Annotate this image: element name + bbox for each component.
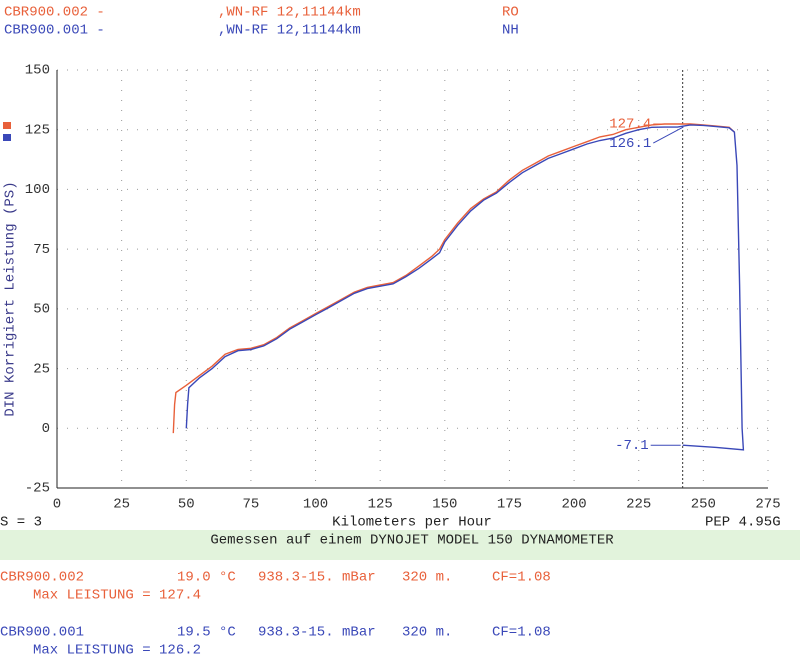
y-axis-label: DIN Korrigiert Leistung (PS) xyxy=(3,181,19,416)
x-tick-label: 0 xyxy=(53,497,61,513)
y-tick-label: 25 xyxy=(33,361,50,377)
x-tick-label: 125 xyxy=(368,497,393,513)
annotation: -7.1 xyxy=(615,438,649,454)
series-line xyxy=(185,124,745,451)
note: S = 3 xyxy=(0,515,42,531)
x-tick-label: 150 xyxy=(432,497,457,513)
x-tick-label: 25 xyxy=(113,497,130,513)
x-tick-label: 200 xyxy=(561,497,586,513)
subtitle: Gemessen auf einem DYNOJET MODEL 150 DYN… xyxy=(210,533,614,549)
run-name: CBR900.001 - xyxy=(4,23,105,39)
run-tag: NH xyxy=(502,23,519,39)
y-tick-label: 75 xyxy=(33,242,50,258)
temperature: 19.0 °C xyxy=(177,570,236,586)
legend-swatch xyxy=(3,122,11,129)
run-name: CBR900.002 xyxy=(0,570,84,586)
y-tick-label: 0 xyxy=(42,421,50,437)
x-tick-label: 275 xyxy=(755,497,780,513)
max-power: Max LEISTUNG = 127.4 xyxy=(33,588,201,604)
max-power: Max LEISTUNG = 126.2 xyxy=(33,643,201,659)
annotation: 126.1 xyxy=(609,136,651,152)
run-tag: RO xyxy=(502,5,519,21)
altitude: 320 m. xyxy=(402,570,452,586)
legend-swatch xyxy=(3,134,11,141)
correction: CF=1.08 xyxy=(492,570,551,586)
x-tick-label: 75 xyxy=(243,497,260,513)
run-name: CBR900.002 - xyxy=(4,5,105,21)
temperature: 19.5 °C xyxy=(177,625,236,641)
series-line xyxy=(172,123,735,434)
y-tick-label: 125 xyxy=(25,122,50,138)
y-tick-label: 100 xyxy=(25,182,50,198)
annotation-leader xyxy=(653,126,684,144)
y-tick-label: 150 xyxy=(25,63,50,79)
annotation: 127.4 xyxy=(609,117,651,133)
run-info: ,WN-RF 12,11144km xyxy=(218,23,361,39)
x-tick-label: 100 xyxy=(303,497,328,513)
pressure: 938.3-15. mBar xyxy=(258,625,376,641)
x-tick-label: 50 xyxy=(178,497,195,513)
y-tick-label: 50 xyxy=(33,302,50,318)
x-axis-label: Kilometers per Hour xyxy=(332,515,492,531)
footer-band xyxy=(0,530,800,560)
y-tick-label: -25 xyxy=(25,481,50,497)
run-info: ,WN-RF 12,11144km xyxy=(218,5,361,21)
x-tick-label: 175 xyxy=(497,497,522,513)
pressure: 938.3-15. mBar xyxy=(258,570,376,586)
run-name: CBR900.001 xyxy=(0,625,84,641)
altitude: 320 m. xyxy=(402,625,452,641)
correction: CF=1.08 xyxy=(492,625,551,641)
x-tick-label: 250 xyxy=(691,497,716,513)
x-tick-label: 225 xyxy=(626,497,651,513)
note: PEP 4.95G xyxy=(705,515,781,531)
